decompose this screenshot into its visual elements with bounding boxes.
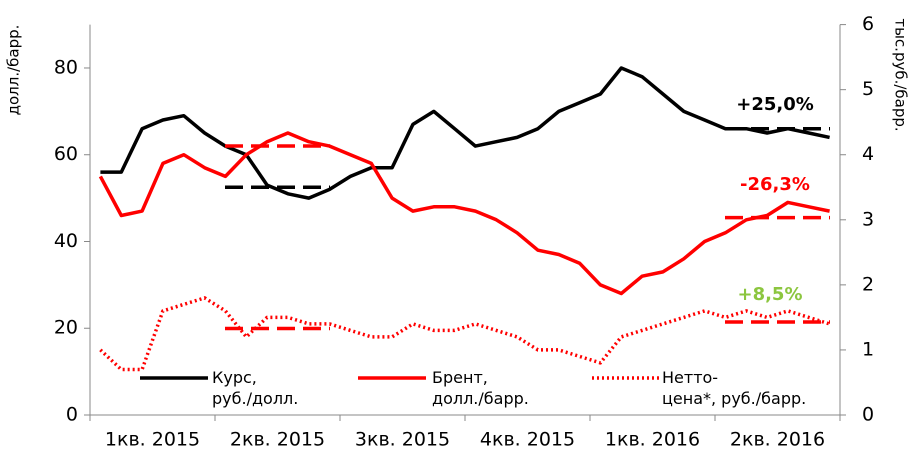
- y-tick-label: 80: [54, 56, 78, 78]
- y2-tick-label: 5: [862, 78, 874, 100]
- y2-tick-label: 0: [862, 404, 874, 426]
- y-tick-label: 60: [54, 143, 78, 165]
- series-line: [99, 296, 831, 372]
- annotation: +8,5%: [737, 284, 802, 305]
- y-tick-label: 20: [54, 317, 78, 339]
- x-tick-label: 1кв. 2015: [105, 429, 200, 451]
- x-tick-label: 2кв. 2016: [730, 429, 825, 451]
- y2-axis-label: тыс.руб./барр.: [892, 18, 910, 131]
- y2-tick-label: 3: [862, 208, 874, 230]
- y-axis-label: долл./барр.: [5, 25, 23, 116]
- x-tick-label: 1кв. 2016: [605, 429, 700, 451]
- x-tick-label: 4кв. 2015: [480, 429, 575, 451]
- legend-label: Брент, долл./барр.: [432, 367, 529, 409]
- y2-tick-label: 1: [862, 338, 874, 360]
- series-line: [100, 66, 830, 200]
- legend-label: Нетто- цена*, руб./барр.: [662, 367, 807, 409]
- legend-label: Курс, руб./долл.: [212, 367, 299, 409]
- annotation: +25,0%: [736, 94, 814, 115]
- series-line: [98, 131, 830, 296]
- y-tick-label: 0: [66, 404, 78, 426]
- x-tick-label: 3кв. 2015: [355, 429, 450, 451]
- annotation: -26,3%: [740, 174, 810, 195]
- y2-tick-label: 4: [862, 143, 874, 165]
- y2-tick-label: 6: [862, 13, 874, 35]
- x-tick-label: 2кв. 2015: [230, 429, 325, 451]
- y2-tick-label: 2: [862, 273, 874, 295]
- y-tick-label: 40: [54, 230, 78, 252]
